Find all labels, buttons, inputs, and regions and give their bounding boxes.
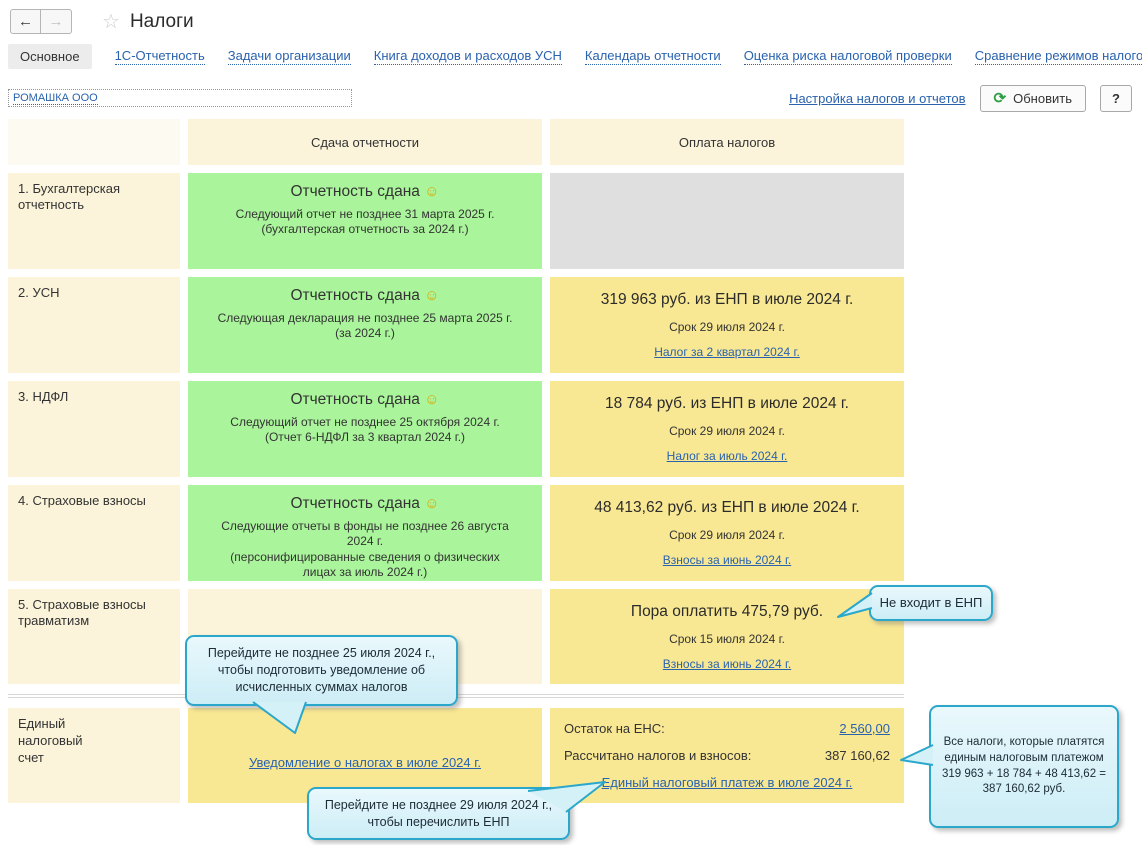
reporting-status-cell: Отчетность сдана ☺ Следующий отчет не по… xyxy=(188,173,542,269)
status-detail: Следующий отчет не позднее 31 марта 2025… xyxy=(235,207,495,221)
row-label-usn: 2. УСН xyxy=(8,277,180,373)
smiley-icon: ☺ xyxy=(424,495,440,512)
status-text: Отчетность сдана xyxy=(290,495,420,512)
payment-amount: 319 963 руб. из ЕНП в июле 2024 г. xyxy=(600,291,854,308)
tax-notice-link[interactable]: Уведомление о налогах в июле 2024 г. xyxy=(248,755,482,770)
column-header-payment: Оплата налогов xyxy=(550,119,904,165)
payment-cell: Пора оплатить 475,79 руб. Срок 15 июля 2… xyxy=(550,589,904,684)
row-label-travmatizm: 5. Страховые взносы травматизм xyxy=(8,589,180,684)
status-detail: Следующий отчет не позднее 25 октября 20… xyxy=(230,415,500,429)
forward-button[interactable]: → xyxy=(41,9,72,34)
payment-empty-cell xyxy=(550,173,904,269)
payment-amount: Пора оплатить 475,79 руб. xyxy=(630,603,824,620)
tab-kalendar-otchetnosti[interactable]: Календарь отчетности xyxy=(584,48,721,65)
table-header-row: Сдача отчетности Оплата налогов xyxy=(8,119,1134,165)
tab-osnovnoe[interactable]: Основное xyxy=(8,44,92,69)
toolbar-row: РОМАШКА ООО Настройка налогов и отчетов … xyxy=(8,84,1132,112)
ens-balance-label: Остаток на ЕНС: xyxy=(564,721,665,736)
organization-name: РОМАШКА ООО xyxy=(13,92,98,105)
tab-kniga-dohodov[interactable]: Книга доходов и расходов УСН xyxy=(373,48,562,65)
window-header: ← → ☆ Налоги xyxy=(0,0,1142,36)
payment-cell: 319 963 руб. из ЕНП в июле 2024 г. Срок … xyxy=(550,277,904,373)
smiley-icon: ☺ xyxy=(424,183,440,200)
ens-calculated-value: 387 160,62 xyxy=(824,748,890,763)
reporting-status-cell: Отчетность сдана ☺ Следующая декларация … xyxy=(188,277,542,373)
refresh-icon: ⟳ xyxy=(993,90,1007,107)
status-text: Отчетность сдана xyxy=(290,391,420,408)
tab-1c-otchetnost[interactable]: 1С-Отчетность xyxy=(114,48,205,65)
payment-cell: 48 413,62 руб. из ЕНП в июле 2024 г. Сро… xyxy=(550,485,904,581)
organization-field[interactable]: РОМАШКА ООО xyxy=(8,89,352,107)
refresh-button[interactable]: ⟳ Обновить xyxy=(979,84,1086,112)
payment-cell: 18 784 руб. из ЕНП в июле 2024 г. Срок 2… xyxy=(550,381,904,477)
help-button[interactable]: ? xyxy=(1100,84,1132,112)
back-arrow-icon: ← xyxy=(18,13,33,30)
status-text: Отчетность сдана xyxy=(290,287,420,304)
status-detail: Следующая декларация не позднее 25 марта… xyxy=(217,311,513,325)
tax-settings-link[interactable]: Настройка налогов и отчетов xyxy=(789,90,966,106)
payment-due-date: Срок 29 июля 2024 г. xyxy=(669,424,785,438)
tax-monitor-board: Сдача отчетности Оплата налогов 1. Бухга… xyxy=(8,119,1134,845)
callout-prepare-notice: Перейдите не позднее 25 июля 2024 г., чт… xyxy=(185,635,458,706)
table-row: 5. Страховые взносы травматизм Пора опла… xyxy=(8,589,1134,684)
help-icon: ? xyxy=(1112,90,1120,106)
table-row: 2. УСН Отчетность сдана ☺ Следующая декл… xyxy=(8,277,1134,373)
payment-due-date: Срок 29 июля 2024 г. xyxy=(669,528,785,542)
tab-sravnenie-rezhimov[interactable]: Сравнение режимов налогообложения xyxy=(974,48,1142,65)
favorite-star-icon[interactable]: ☆ xyxy=(102,11,120,33)
reporting-status-cell: Отчетность сдана ☺ Следующий отчет не по… xyxy=(188,381,542,477)
status-detail: (бухгалтерская отчетность за 2024 г.) xyxy=(261,222,469,237)
tab-ocenka-riska[interactable]: Оценка риска налоговой проверки xyxy=(743,48,952,65)
enp-payment-link[interactable]: Единый налоговый платеж в июле 2024 г. xyxy=(601,775,853,790)
row-label-ndfl: 3. НДФЛ xyxy=(8,381,180,477)
smiley-icon: ☺ xyxy=(424,287,440,304)
forward-arrow-icon: → xyxy=(48,13,64,30)
status-detail: (Отчет 6-НДФЛ за 3 квартал 2024 г.) xyxy=(264,430,466,445)
status-detail: (за 2024 г.) xyxy=(335,326,395,341)
ens-calculated-label: Рассчитано налогов и взносов: xyxy=(564,748,752,763)
payment-due-date: Срок 29 июля 2024 г. xyxy=(669,320,785,334)
status-detail: Следующие отчеты в фонды не позднее 26 а… xyxy=(221,519,509,549)
table-row: 4. Страховые взносы Отчетность сдана ☺ С… xyxy=(8,485,1134,581)
reporting-status-cell: Отчетность сдана ☺ Следующие отчеты в фо… xyxy=(188,485,542,581)
payment-link[interactable]: Налог за июль 2024 г. xyxy=(666,449,788,463)
callout-transfer-enp: Перейдите не позднее 29 июля 2024 г., чт… xyxy=(307,787,570,840)
ens-label: Единый налоговый счет xyxy=(8,708,180,803)
row-label-buh-otchetnost: 1. Бухгалтерская отчетность xyxy=(8,173,180,269)
payment-amount: 18 784 руб. из ЕНП в июле 2024 г. xyxy=(605,395,849,412)
refresh-button-label: Обновить xyxy=(1013,90,1072,106)
payment-link[interactable]: Взносы за июнь 2024 г. xyxy=(662,657,792,671)
header-empty-cell xyxy=(8,119,180,165)
status-text: Отчетность сдана xyxy=(290,183,420,200)
table-row: 1. Бухгалтерская отчетность Отчетность с… xyxy=(8,173,1134,269)
tab-zadachi-organizacii[interactable]: Задачи организации xyxy=(227,48,351,65)
callout-not-in-enp: Не входит в ЕНП xyxy=(869,585,993,621)
column-header-reporting: Сдача отчетности xyxy=(188,119,542,165)
payment-due-date: Срок 15 июля 2024 г. xyxy=(669,632,785,646)
ens-summary-cell: Остаток на ЕНС: 2 560,00 Рассчитано нало… xyxy=(550,708,904,803)
row-label-strahovye-vznosy: 4. Страховые взносы xyxy=(8,485,180,581)
payment-link[interactable]: Взносы за июнь 2024 г. xyxy=(662,553,792,567)
ens-balance-value-link[interactable]: 2 560,00 xyxy=(839,721,890,736)
smiley-icon: ☺ xyxy=(424,391,440,408)
payment-amount: 48 413,62 руб. из ЕНП в июле 2024 г. xyxy=(594,499,860,516)
tabs-bar: Основное 1С-Отчетность Задачи организаци… xyxy=(0,36,1142,75)
status-detail: (персонифицированные сведения о физическ… xyxy=(230,549,500,580)
table-row: 3. НДФЛ Отчетность сдана ☺ Следующий отч… xyxy=(8,381,1134,477)
callout-enp-sum: Все налоги, которые платятся единым нало… xyxy=(929,705,1119,828)
payment-link[interactable]: Налог за 2 квартал 2024 г. xyxy=(654,345,800,359)
back-button[interactable]: ← xyxy=(10,9,41,34)
page-title: Налоги xyxy=(129,10,194,32)
